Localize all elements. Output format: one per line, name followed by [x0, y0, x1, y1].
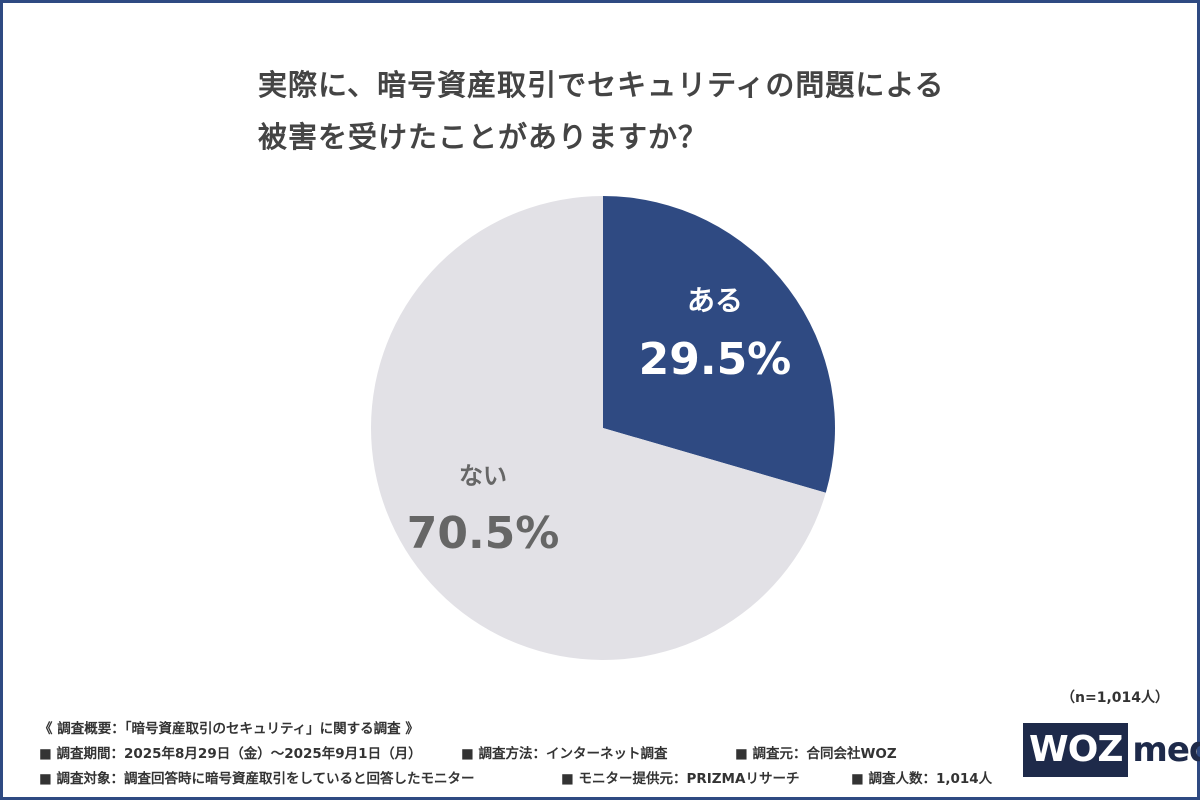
survey-respondents: ■ 調査人数：1,014人 — [851, 771, 993, 787]
survey-period: ■ 調査期間：2025年8月29日（金）〜2025年9月1日（月） — [39, 746, 422, 762]
pie-value-label-yes: 29.5% — [639, 334, 792, 385]
title-line-2: 被害を受けたことがありますか？ — [258, 120, 709, 154]
survey-method: ■ 調査方法：インターネット調査 — [461, 746, 668, 762]
survey-provider: ■ モニター提供元：PRIZMAリサーチ — [561, 771, 800, 787]
survey-organizer: ■ 調査元：合同会社WOZ — [735, 746, 897, 762]
survey-summary: 《 調査概要：「暗号資産取引のセキュリティ」に関する調査 》 ■ 調査期間：20… — [39, 717, 999, 792]
pie-category-label-yes: ある — [687, 284, 743, 317]
chart-title: 実際に、暗号資産取引でセキュリティの問題による 被害を受けたことがありますか？ — [258, 59, 1018, 163]
pie-category-label-no: ない — [459, 462, 507, 490]
logo-woz: WOZ — [1023, 723, 1129, 777]
pie-slice-yes — [603, 196, 835, 493]
logo-media: media — [1132, 730, 1200, 770]
pie-slice-no — [371, 196, 826, 660]
title-line-1: 実際に、暗号資産取引でセキュリティの問題による — [258, 68, 945, 102]
pie-value-label-no: 70.5% — [407, 508, 560, 559]
survey-target: ■ 調査対象：調査回答時に暗号資産取引をしていると回答したモニター — [39, 771, 475, 787]
survey-header: 《 調査概要：「暗号資産取引のセキュリティ」に関する調査 》 — [39, 721, 419, 737]
pie-labels: ある 29.5% ない 70.5% — [407, 284, 792, 559]
pie-slices — [371, 196, 835, 660]
woz-media-logo: WOZ media — [1023, 717, 1200, 777]
sample-size: （n=1,014人） — [1061, 690, 1169, 706]
pie-chart: ある 29.5% ない 70.5% — [371, 196, 835, 660]
